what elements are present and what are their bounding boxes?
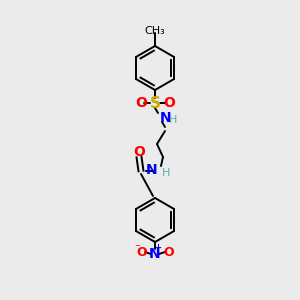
Text: N: N — [149, 247, 161, 261]
Text: O: O — [163, 96, 175, 110]
Text: ⁻: ⁻ — [134, 243, 140, 253]
Text: H: H — [162, 168, 170, 178]
Text: N: N — [146, 163, 157, 177]
Text: S: S — [149, 95, 161, 110]
Text: N: N — [160, 111, 172, 125]
Text: O: O — [164, 245, 174, 259]
Text: +: + — [154, 242, 161, 251]
Text: H: H — [169, 115, 177, 125]
Text: O: O — [137, 245, 147, 259]
Text: O: O — [135, 96, 147, 110]
Text: CH₃: CH₃ — [145, 26, 165, 36]
Text: O: O — [133, 145, 145, 159]
